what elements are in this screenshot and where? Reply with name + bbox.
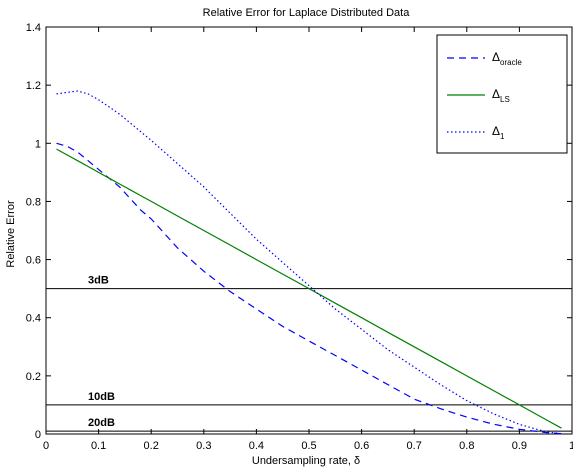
x-tick-label: 1 [569, 440, 573, 452]
x-tick-label: 0.5 [301, 440, 316, 452]
y-axis-label: Relative Error [5, 200, 17, 268]
y-tick-label: 0 [35, 429, 41, 441]
chart-title: Relative Error for Laplace Distributed D… [203, 7, 411, 19]
reference-line-label: 3dB [88, 275, 109, 287]
y-tick-label: 1.4 [26, 22, 41, 34]
series-line-oracle [56, 142, 562, 435]
legend-entry-oracle: Δoracle [492, 50, 522, 67]
y-tick-label: 1.2 [26, 80, 41, 92]
legend: Δoracle ΔLS Δ1 [436, 34, 568, 154]
x-tick-label: 0.8 [459, 440, 474, 452]
x-tick-label: 0 [43, 440, 49, 452]
plot-area: 0 0.1 0.2 0.3 0.4 0.5 0.6 0.7 0.8 0.9 1 0 0.2 0.4 0.6 0… [26, 22, 573, 452]
series-line-1 [56, 90, 562, 435]
x-tick-label: 0.7 [407, 440, 422, 452]
reference-line-label: 20dB [88, 417, 115, 429]
x-tick-label: 0.2 [144, 440, 159, 452]
x-tick-label: 0.9 [512, 440, 527, 452]
legend-entry-LS: ΔLS [492, 87, 510, 104]
x-tick-label: 0.6 [354, 440, 369, 452]
reference-line-label: 10dB [88, 391, 115, 403]
x-tick-label: 0.4 [249, 440, 264, 452]
x-tick-label: 0.3 [196, 440, 211, 452]
x-axis-label: Undersampling rate, δ [252, 455, 360, 467]
legend-entry-1: Δ1 [492, 124, 505, 141]
y-tick-label: 0.8 [26, 196, 41, 208]
x-tick-label: 0.1 [91, 440, 106, 452]
y-tick-label: 0.2 [26, 371, 41, 383]
y-tick-label: 0.4 [26, 313, 41, 325]
y-tick-label: 1 [35, 138, 41, 150]
y-tick-label: 0.6 [26, 255, 41, 267]
legend-box [436, 34, 568, 154]
series-line-LS [56, 148, 562, 429]
